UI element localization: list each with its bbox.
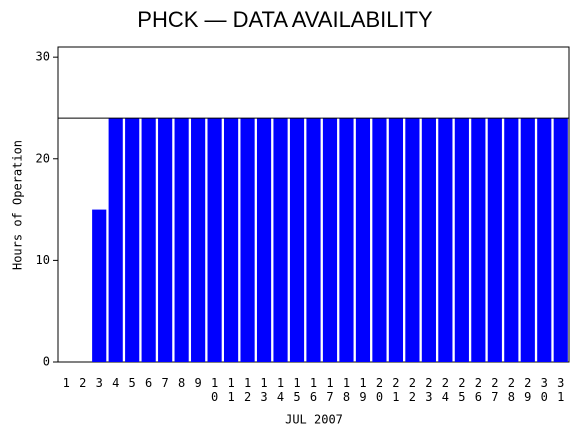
bar [223, 118, 239, 363]
bar [355, 118, 371, 363]
bar [289, 118, 305, 363]
x-tick-label: 9 [194, 376, 201, 390]
x-tick-label: 5 [129, 376, 136, 390]
bar [306, 118, 321, 363]
bar [553, 118, 568, 363]
bar [454, 118, 469, 363]
bar [388, 118, 404, 363]
chart-title: PHCK — DATA AVAILABILITY [137, 7, 433, 32]
x-tick-label: 3 [96, 376, 103, 390]
bar [471, 118, 486, 363]
y-axis-label: Hours of Operation [11, 140, 25, 270]
bar [174, 118, 189, 363]
bar [125, 118, 140, 363]
x-axis-label: JUL 2007 [285, 413, 343, 427]
x-tick-label: 2 [79, 376, 86, 390]
bar [520, 118, 535, 363]
y-tick-label: 10 [36, 253, 50, 267]
y-tick-label: 30 [36, 50, 50, 64]
x-tick-label: 7 [162, 376, 169, 390]
bar [256, 118, 272, 363]
bar [108, 118, 123, 363]
bar [191, 118, 206, 363]
bar [141, 118, 156, 363]
bar [504, 118, 519, 363]
bar [322, 118, 338, 363]
bar [207, 118, 222, 363]
x-tick-label: 6 [145, 376, 152, 390]
bar [158, 118, 173, 363]
bar [339, 118, 354, 363]
bar [537, 118, 552, 363]
x-tick-label: 4 [112, 376, 119, 390]
bar [273, 118, 288, 363]
bar [487, 118, 502, 363]
x-tick-label: 8 [178, 376, 185, 390]
bar [92, 209, 107, 362]
bar [372, 118, 387, 363]
x-tick-label: 1 [63, 376, 70, 390]
y-tick-label: 0 [43, 355, 50, 369]
bar [240, 118, 255, 363]
bar [438, 118, 453, 363]
y-tick-label: 20 [36, 151, 50, 165]
bar [421, 118, 436, 363]
bar [405, 118, 420, 363]
